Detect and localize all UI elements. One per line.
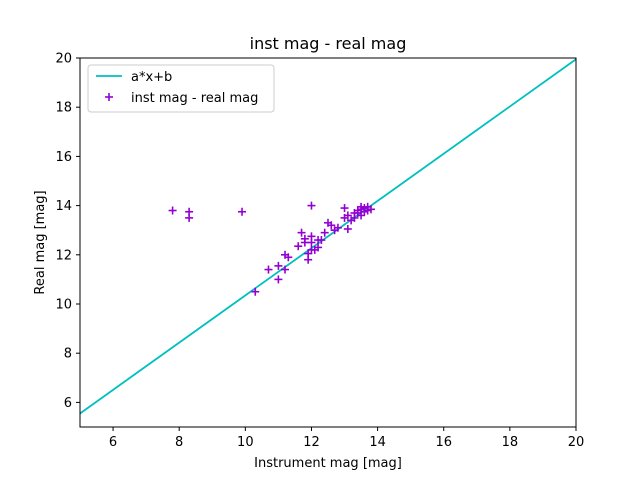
y-tick-label: 10	[55, 298, 72, 313]
scatter-point	[281, 265, 290, 274]
scatter-point	[340, 204, 349, 213]
scatter-point	[185, 213, 194, 222]
scatter-point	[300, 234, 309, 243]
x-tick-label: 16	[435, 435, 452, 450]
scatter-point	[366, 205, 375, 214]
x-axis: 6 8 10 12 14 16 18 20	[109, 427, 584, 450]
y-tick-label: 8	[64, 347, 72, 362]
scatter-point	[294, 242, 303, 251]
x-tick-label: 10	[237, 435, 254, 450]
legend-label-fit: a*x+b	[131, 70, 172, 85]
scatter-point	[274, 261, 283, 270]
y-tick-label: 14	[55, 199, 72, 214]
x-tick-label: 14	[369, 435, 386, 450]
scatter-point	[317, 236, 326, 245]
scatter-point	[238, 207, 247, 216]
legend-label-points: inst mag - real mag	[131, 91, 258, 106]
scatter-point	[264, 265, 273, 274]
x-tick-label: 6	[109, 435, 117, 450]
scatter-point	[333, 223, 342, 232]
x-axis-label: Instrument mag [mag]	[254, 456, 402, 471]
y-tick-label: 20	[55, 52, 72, 67]
x-tick-label: 8	[175, 435, 183, 450]
scatter-point	[168, 206, 177, 215]
plot-frame	[79, 57, 577, 428]
y-tick-label: 6	[64, 396, 72, 411]
x-tick-label: 12	[303, 435, 320, 450]
y-tick-label: 18	[55, 101, 72, 116]
scatter-point	[327, 221, 336, 230]
chart-title: inst mag - real mag	[250, 34, 407, 53]
legend: a*x+b inst mag - real mag	[87, 64, 275, 113]
y-axis: 6 8 10 12 14 16 18 20	[55, 52, 80, 411]
legend-plus-marker	[105, 93, 113, 101]
y-axis-label: Real mag [mag]	[33, 190, 48, 294]
y-tick-label: 12	[55, 248, 72, 263]
y-tick-label: 16	[55, 150, 72, 165]
series-layer	[80, 58, 576, 415]
fit-line	[80, 58, 576, 415]
scatter-point	[320, 228, 329, 237]
scatter-point	[314, 243, 323, 252]
x-tick-label: 18	[502, 435, 519, 450]
scatter-point	[307, 201, 316, 210]
scatter-point	[307, 232, 316, 241]
x-tick-label: 20	[568, 435, 585, 450]
legend-box	[87, 64, 275, 113]
legend-marker-swatch	[105, 93, 113, 101]
scatter-point	[350, 213, 359, 222]
scatter-point	[297, 228, 306, 237]
scatter-point	[251, 287, 260, 296]
scatter-point	[343, 224, 352, 233]
scatter-point	[274, 275, 283, 284]
scatter-point	[343, 211, 352, 220]
scatter-point	[284, 253, 293, 262]
